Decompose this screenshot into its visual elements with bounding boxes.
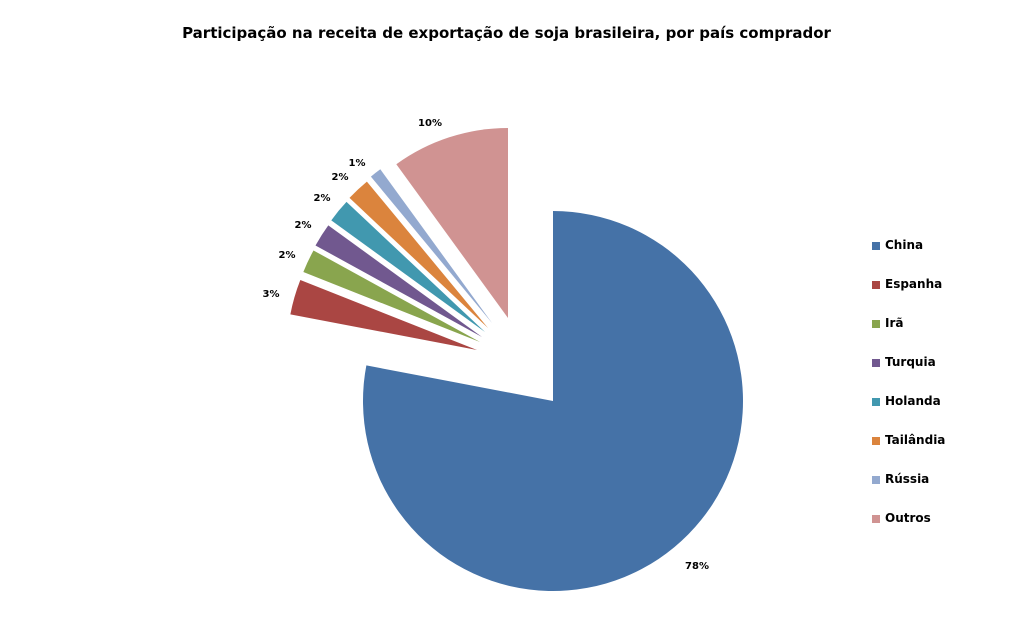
- legend-label: Holanda: [885, 394, 941, 408]
- legend-swatch: [872, 359, 880, 367]
- legend-item: Tailândia: [872, 433, 945, 472]
- legend-swatch: [872, 515, 880, 523]
- legend-label: Tailândia: [885, 433, 946, 447]
- pie-slice-irã: [303, 250, 480, 342]
- data-label: 2%: [295, 220, 312, 231]
- legend-label: China: [885, 238, 924, 252]
- pie-slice-tailândia: [349, 181, 488, 328]
- data-label: 1%: [349, 158, 366, 169]
- legend-item: Espanha: [872, 277, 945, 316]
- data-label: 2%: [279, 250, 296, 261]
- legend-item: Turquia: [872, 355, 945, 394]
- legend: China Espanha Irã Turquia Holanda Tailândia Rú…: [872, 238, 945, 550]
- legend-swatch: [872, 476, 880, 484]
- legend-item: Outros: [872, 511, 945, 550]
- legend-swatch: [872, 320, 880, 328]
- data-label: 2%: [314, 193, 331, 204]
- pie-slice-espanha: [290, 280, 477, 350]
- pie-slice-outros: [396, 128, 508, 318]
- data-label: 2%: [332, 172, 349, 183]
- legend-item: Rússia: [872, 472, 945, 511]
- pie-slice-rússia: [370, 169, 492, 323]
- legend-swatch: [872, 437, 880, 445]
- legend-label: Outros: [885, 511, 931, 525]
- pie-slice-holanda: [331, 201, 485, 332]
- legend-item: China: [872, 238, 945, 277]
- legend-swatch: [872, 242, 880, 250]
- legend-item: Irã: [872, 316, 945, 355]
- pie-slice-china: [362, 211, 743, 592]
- legend-swatch: [872, 398, 880, 406]
- legend-swatch: [872, 281, 880, 289]
- chart-title: Participação na receita de exportação de…: [182, 24, 831, 42]
- legend-item: Holanda: [872, 394, 945, 433]
- data-label: 78%: [685, 561, 709, 572]
- data-label: 3%: [263, 289, 280, 300]
- legend-label: Irã: [885, 316, 904, 330]
- legend-label: Espanha: [885, 277, 943, 291]
- legend-label: Turquia: [885, 355, 936, 369]
- legend-label: Rússia: [885, 472, 930, 486]
- data-label: 10%: [418, 118, 442, 129]
- pie-slice-turquia: [315, 225, 482, 337]
